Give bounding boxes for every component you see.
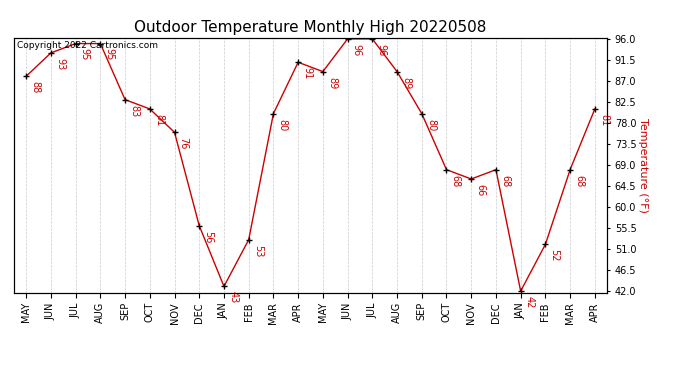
Text: 96: 96 — [352, 44, 362, 56]
Text: 80: 80 — [277, 118, 288, 131]
Text: 89: 89 — [327, 76, 337, 89]
Text: 52: 52 — [549, 249, 560, 262]
Text: 68: 68 — [500, 175, 510, 187]
Text: 89: 89 — [401, 76, 411, 89]
Y-axis label: Temperature (°F): Temperature (°F) — [638, 118, 648, 212]
Text: 56: 56 — [204, 231, 213, 243]
Text: 80: 80 — [426, 118, 436, 131]
Text: 42: 42 — [525, 296, 535, 308]
Text: 95: 95 — [80, 48, 90, 61]
Text: 95: 95 — [104, 48, 115, 61]
Text: 81: 81 — [154, 114, 164, 126]
Text: 88: 88 — [30, 81, 40, 93]
Text: 68: 68 — [451, 175, 461, 187]
Text: 83: 83 — [129, 105, 139, 117]
Text: 68: 68 — [574, 175, 584, 187]
Text: 96: 96 — [377, 44, 386, 56]
Text: 53: 53 — [253, 244, 263, 257]
Text: 91: 91 — [302, 67, 313, 80]
Text: 81: 81 — [599, 114, 609, 126]
Text: 43: 43 — [228, 291, 238, 304]
Text: 93: 93 — [55, 58, 65, 70]
Text: 76: 76 — [179, 137, 188, 150]
Text: 66: 66 — [475, 184, 485, 196]
Text: Copyright 2022 Cartronics.com: Copyright 2022 Cartronics.com — [17, 41, 158, 50]
Title: Outdoor Temperature Monthly High 20220508: Outdoor Temperature Monthly High 2022050… — [135, 20, 486, 35]
